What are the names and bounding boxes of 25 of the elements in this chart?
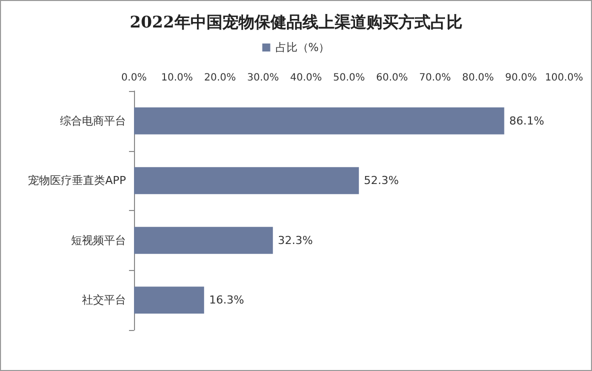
x-tick-label: 0.0%: [121, 72, 147, 84]
bar: [134, 107, 504, 134]
x-tick-label: 70.0%: [419, 72, 451, 84]
x-tick-label: 60.0%: [376, 72, 408, 84]
data-label: 52.3%: [364, 174, 399, 188]
bar: [134, 286, 204, 314]
y-tick-label: 短视频平台: [71, 234, 126, 247]
y-tick-label: 宠物医疗垂直类APP: [28, 174, 126, 188]
data-label: 32.3%: [278, 234, 313, 247]
bar: [134, 226, 273, 254]
x-tick-label: 90.0%: [505, 72, 537, 84]
bar: [134, 167, 359, 194]
legend-label: 占比（%）: [275, 41, 330, 54]
x-tick-label: 30.0%: [247, 72, 279, 84]
x-tick-label: 100.0%: [544, 72, 584, 84]
x-tick-label: 50.0%: [333, 72, 365, 84]
y-tick-label: 综合电商平台: [60, 114, 126, 128]
x-tick-label: 20.0%: [204, 72, 236, 84]
x-tick-label: 10.0%: [161, 72, 193, 84]
y-tick-label: 社交平台: [82, 294, 126, 307]
chart-title: 2022年中国宠物保健品线上渠道购买方式占比: [130, 12, 462, 32]
x-tick-label: 40.0%: [290, 72, 322, 84]
data-label: 86.1%: [509, 114, 544, 128]
x-tick-label: 80.0%: [462, 72, 494, 84]
data-label: 16.3%: [209, 294, 244, 307]
